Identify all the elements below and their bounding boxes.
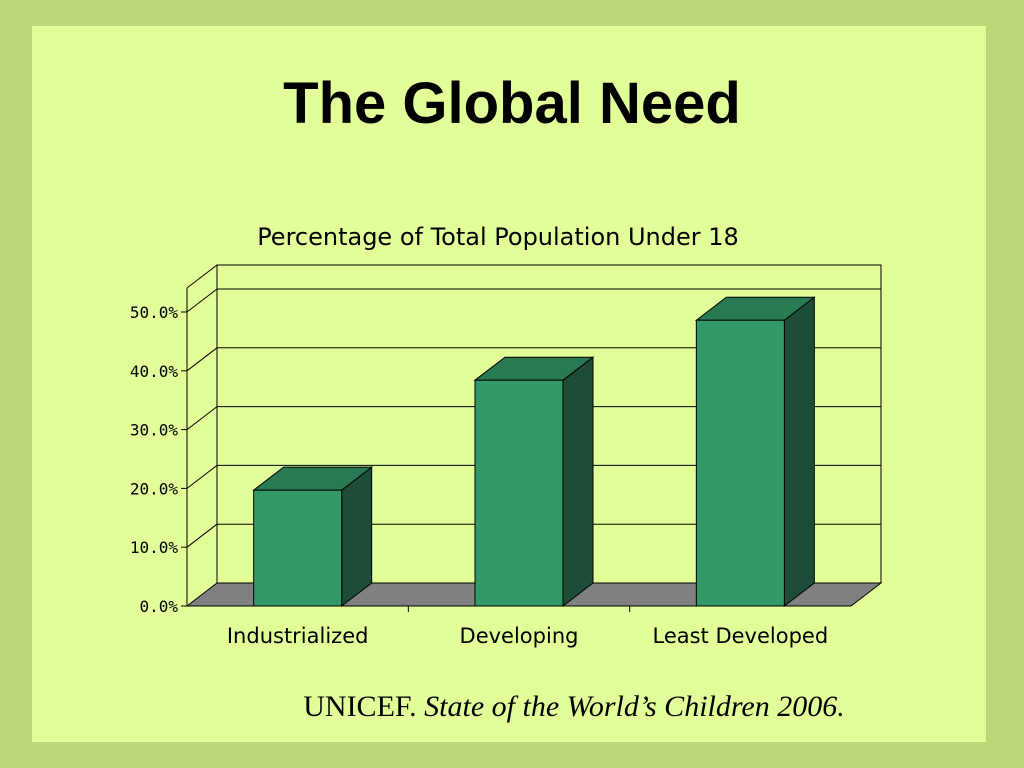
x-tick-label: Industrialized xyxy=(227,624,369,648)
chart-labels: 0.0% 10.0% 20.0% 30.0% 40.0% 50.0% Industriali… xyxy=(130,303,828,648)
y-tick-label: 10.0% xyxy=(130,538,179,557)
bar-side xyxy=(341,466,373,608)
gridline-side xyxy=(186,406,218,430)
source-publisher: UNICEF. xyxy=(303,690,417,723)
side-wall-top xyxy=(186,264,218,289)
back-wall xyxy=(216,264,882,583)
x-tick-label: Least Developed xyxy=(652,624,828,648)
source-work: State of the World’s Children 2006. xyxy=(424,690,845,723)
y-tick-label: 40.0% xyxy=(130,362,179,381)
gridline-side xyxy=(186,523,218,548)
y-tick-label: 50.0% xyxy=(130,303,179,322)
bar-front xyxy=(474,379,564,607)
slide-title: The Global Need xyxy=(283,71,741,136)
chart-title: Percentage of Total Population Under 18 xyxy=(257,223,739,251)
x-tick-label: Developing xyxy=(460,624,579,648)
y-tick-label: 20.0% xyxy=(130,479,179,498)
y-tick-label: 0.0% xyxy=(139,597,178,616)
bar-side xyxy=(562,356,594,608)
bar xyxy=(252,466,374,608)
bar-front xyxy=(695,319,785,607)
source-citation: UNICEF. State of the World’s Children 20… xyxy=(0,690,1024,724)
gridline-side xyxy=(186,347,218,372)
chart-bars xyxy=(252,296,816,608)
bar xyxy=(694,296,816,608)
gridline-side xyxy=(186,288,218,313)
bar-side xyxy=(783,296,815,608)
gridline-side xyxy=(186,465,218,489)
y-tick-label: 30.0% xyxy=(130,421,179,440)
bar xyxy=(473,356,595,608)
bar-front xyxy=(253,489,343,607)
